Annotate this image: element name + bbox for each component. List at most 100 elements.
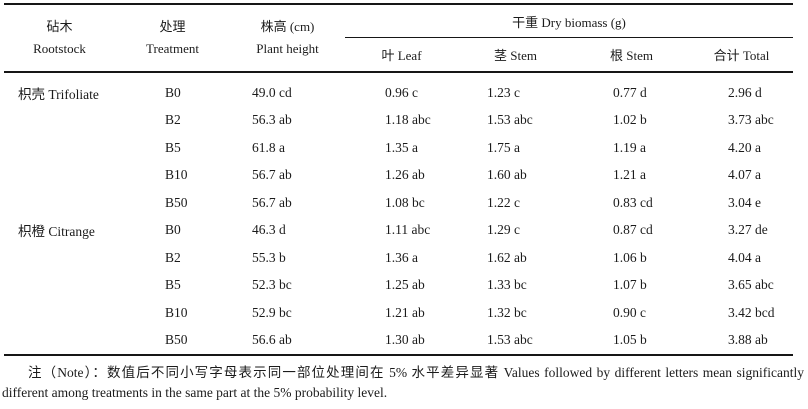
cell-plant-height: 56.7 ab (252, 194, 292, 210)
cell-total: 4.04 a (728, 249, 761, 265)
col-header-total: 合计 Total (690, 37, 793, 73)
cell-treatment: B10 (165, 167, 188, 183)
header-row-sub: 叶 Leaf 茎 Stem 根 Stem 合计 Total (4, 37, 793, 73)
cell-treatment: B2 (165, 112, 181, 128)
cell-root: 0.90 c (613, 304, 646, 320)
col-header-plant-height-zh: 株高 (cm) (260, 19, 315, 34)
cell-stem: 1.75 a (487, 139, 520, 155)
cell-total: 3.04 e (728, 194, 761, 210)
table-row: 枳壳 Trifoliate B0 49.0 cd 0.96 c 1.23 c 0… (4, 72, 793, 107)
table-row: B50 56.7 ab 1.08 bc 1.22 c 0.83 cd 3.04 … (4, 189, 793, 217)
cell-total: 2.96 d (728, 84, 762, 100)
cell-root: 1.21 a (613, 167, 646, 183)
table-row: B5 52.3 bc 1.25 ab 1.33 bc 1.07 b 3.65 a… (4, 272, 793, 300)
cell-treatment: B0 (165, 222, 181, 238)
col-header-rootstock-zh: 砧木 (46, 19, 73, 34)
cell-rootstock (4, 107, 115, 135)
cell-plant-height: 52.9 bc (252, 304, 292, 320)
table-header: 砧木 Rootstock 处理 Treatment 株高 (cm) Plant … (4, 4, 793, 73)
cell-stem: 1.60 ab (487, 167, 527, 183)
cell-rootstock (4, 189, 115, 217)
cell-plant-height: 56.3 ab (252, 112, 292, 128)
table-row: B10 56.7 ab 1.26 ab 1.60 ab 1.21 a 4.07 … (4, 162, 793, 190)
cell-leaf: 1.26 ab (385, 167, 425, 183)
dry-biomass-table: 砧木 Rootstock 处理 Treatment 株高 (cm) Plant … (4, 3, 793, 356)
cell-leaf: 1.25 ab (385, 277, 425, 293)
col-header-stem: 茎 Stem (458, 37, 573, 73)
cell-stem: 1.22 c (487, 194, 520, 210)
header-row-top: 砧木 Rootstock 处理 Treatment 株高 (cm) Plant … (4, 4, 793, 73)
cell-total: 4.20 a (728, 139, 761, 155)
cell-plant-height: 61.8 a (252, 139, 285, 155)
cell-plant-height: 56.6 ab (252, 332, 292, 348)
cell-stem: 1.33 bc (487, 277, 527, 293)
table-row: B5 61.8 a 1.35 a 1.75 a 1.19 a 4.20 a (4, 134, 793, 162)
cell-total: 3.27 de (728, 222, 768, 238)
cell-root: 1.02 b (613, 112, 647, 128)
cell-rootstock: 枳橙 Citrange (18, 224, 95, 240)
cell-root: 0.87 cd (613, 222, 653, 238)
col-header-leaf: 叶 Leaf (345, 37, 458, 73)
col-header-rootstock: 砧木 Rootstock (4, 4, 115, 73)
table-body: 枳壳 Trifoliate B0 49.0 cd 0.96 c 1.23 c 0… (4, 72, 793, 355)
cell-stem: 1.23 c (487, 84, 520, 100)
cell-rootstock (4, 162, 115, 190)
cell-plant-height: 55.3 b (252, 249, 286, 265)
cell-plant-height: 52.3 bc (252, 277, 292, 293)
cell-leaf: 1.18 abc (385, 112, 431, 128)
cell-total: 3.88 ab (728, 332, 768, 348)
cell-root: 1.05 b (613, 332, 647, 348)
cell-root: 1.19 a (613, 139, 646, 155)
cell-treatment: B0 (165, 84, 181, 100)
cell-plant-height: 46.3 d (252, 222, 286, 238)
cell-total: 3.65 abc (728, 277, 774, 293)
cell-plant-height: 49.0 cd (252, 84, 292, 100)
table-row: B2 55.3 b 1.36 a 1.62 ab 1.06 b 4.04 a (4, 244, 793, 272)
cell-rootstock (4, 299, 115, 327)
cell-rootstock (4, 134, 115, 162)
col-header-rootstock-en: Rootstock (33, 41, 86, 56)
cell-leaf: 1.11 abc (385, 222, 431, 238)
cell-leaf: 1.35 a (385, 139, 418, 155)
cell-treatment: B10 (165, 304, 188, 320)
cell-treatment: B2 (165, 249, 181, 265)
cell-treatment: B50 (165, 332, 188, 348)
col-header-root: 根 Stem (573, 37, 690, 73)
col-header-plant-height-en: Plant height (256, 41, 319, 56)
cell-leaf: 0.96 c (385, 84, 418, 100)
cell-stem: 1.29 c (487, 222, 520, 238)
cell-total: 3.42 bcd (728, 304, 775, 320)
cell-stem: 1.53 abc (487, 112, 533, 128)
col-header-treatment-en: Treatment (146, 41, 199, 56)
table-row: B50 56.6 ab 1.30 ab 1.53 abc 1.05 b 3.88… (4, 327, 793, 356)
cell-plant-height: 56.7 ab (252, 167, 292, 183)
cell-root: 1.07 b (613, 277, 647, 293)
cell-stem: 1.53 abc (487, 332, 533, 348)
cell-rootstock: 枳壳 Trifoliate (18, 86, 99, 102)
cell-rootstock (4, 244, 115, 272)
cell-leaf: 1.30 ab (385, 332, 425, 348)
cell-total: 3.73 abc (728, 112, 774, 128)
table-row: 枳橙 Citrange B0 46.3 d 1.11 abc 1.29 c 0.… (4, 217, 793, 245)
cell-total: 4.07 a (728, 167, 761, 183)
cell-rootstock (4, 327, 115, 356)
table-footnote: 注（Note）：数值后不同小写字母表示同一部位处理间在 5% 水平差异显著 Va… (2, 365, 804, 400)
col-header-treatment: 处理 Treatment (115, 4, 230, 73)
cell-treatment: B5 (165, 277, 181, 293)
col-header-treatment-zh: 处理 (159, 19, 186, 34)
col-header-dry-biomass-group: 干重 Dry biomass (g) (345, 4, 793, 38)
cell-treatment: B50 (165, 194, 188, 210)
cell-leaf: 1.36 a (385, 249, 418, 265)
cell-root: 1.06 b (613, 249, 647, 265)
cell-leaf: 1.21 ab (385, 304, 425, 320)
cell-rootstock (4, 272, 115, 300)
cell-root: 0.77 d (613, 84, 647, 100)
cell-stem: 1.32 bc (487, 304, 527, 320)
cell-leaf: 1.08 bc (385, 194, 425, 210)
cell-stem: 1.62 ab (487, 249, 527, 265)
cell-root: 0.83 cd (613, 194, 653, 210)
table-row: B2 56.3 ab 1.18 abc 1.53 abc 1.02 b 3.73… (4, 107, 793, 135)
col-header-plant-height: 株高 (cm) Plant height (230, 4, 345, 73)
table-row: B10 52.9 bc 1.21 ab 1.32 bc 0.90 c 3.42 … (4, 299, 793, 327)
